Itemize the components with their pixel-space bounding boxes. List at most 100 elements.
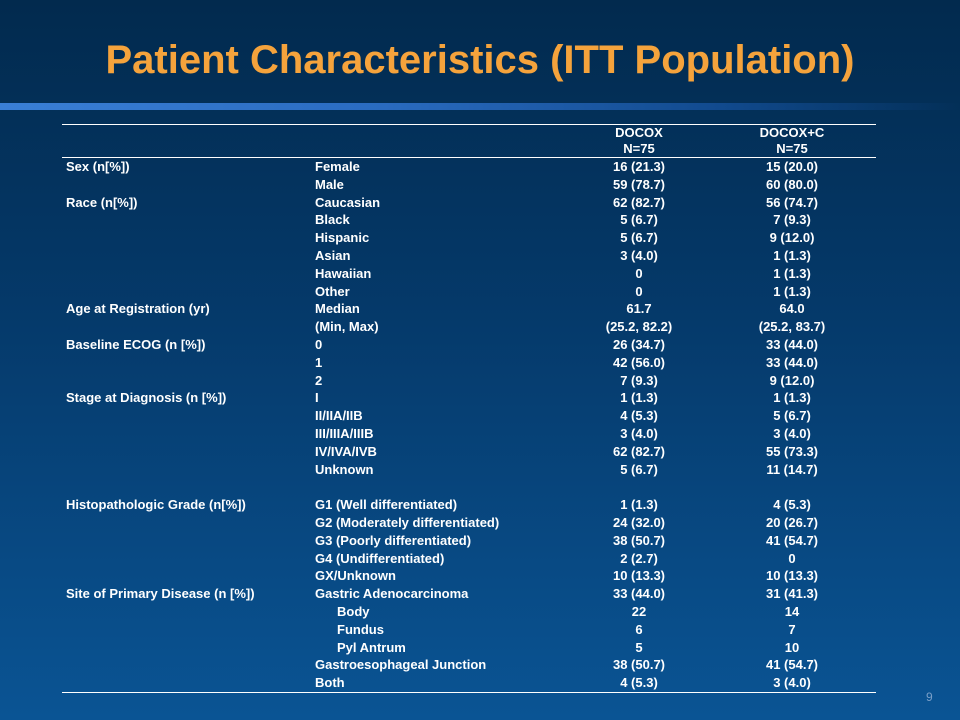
category-cell: Age at Registration (yr)	[66, 301, 210, 317]
table-row: Both 4 (5.3) 3 (4.0)	[62, 674, 876, 693]
docox-c-value-cell: 10 (13.3)	[765, 568, 819, 584]
characteristic-cell: Hawaiian	[315, 265, 372, 281]
characteristic-cell: Caucasian	[315, 194, 381, 210]
table-row: III/IIIA/IIIB 3 (4.0) 3 (4.0)	[62, 425, 876, 443]
docox-c-value-cell: 1 (1.3)	[773, 283, 811, 299]
category-cell	[62, 461, 311, 479]
table-row: GX/Unknown 10 (13.3) 10 (13.3)	[62, 567, 876, 585]
patient-characteristics-table: DOCOX DOCOX+C N=75 N=75 Sex (n[%]) Female…	[62, 124, 876, 693]
category-cell	[62, 318, 311, 336]
characteristic-cell: G3 (Poorly differentiated)	[315, 532, 472, 548]
docox-c-value-cell: 15 (20.0)	[765, 159, 819, 174]
characteristic-cell: Unknown	[315, 461, 374, 477]
category-cell	[62, 176, 311, 194]
docox-value-cell: 22	[631, 603, 647, 619]
characteristic-cell: Hispanic	[315, 230, 370, 246]
docox-value-cell: 5 (6.7)	[620, 461, 658, 477]
docox-value-cell: 33 (44.0)	[612, 586, 666, 602]
characteristic-cell: G4 (Undifferentiated)	[315, 550, 445, 566]
docox-c-value-cell: 55 (73.3)	[765, 443, 819, 459]
table-row: (Min, Max) (25.2, 82.2) (25.2, 83.7)	[62, 318, 876, 336]
table-row: Body 22 14	[62, 603, 876, 621]
docox-c-value-cell	[704, 478, 876, 496]
table-row: G4 (Undifferentiated) 2 (2.7) 0	[62, 550, 876, 568]
docox-c-value-cell: 1 (1.3)	[773, 390, 811, 406]
characteristic-cell: Body	[337, 603, 370, 619]
header-row-n: N=75 N=75	[62, 141, 876, 158]
characteristic-cell	[311, 478, 570, 496]
docox-c-value-cell: 14	[784, 603, 800, 619]
table-row: Male 59 (78.7) 60 (80.0)	[62, 176, 876, 194]
characteristic-cell: 2	[315, 372, 323, 388]
docox-c-value-cell: 31 (41.3)	[765, 586, 819, 602]
characteristic-cell: GX/Unknown	[315, 568, 396, 584]
docox-value-cell: 1 (1.3)	[620, 497, 658, 513]
category-cell: Race (n[%])	[66, 194, 138, 210]
docox-value-cell: 5 (6.7)	[620, 230, 658, 246]
category-cell: Stage at Diagnosis (n [%])	[66, 390, 227, 406]
characteristic-cell: (Min, Max)	[315, 319, 379, 335]
docox-value-cell: 38 (50.7)	[612, 532, 666, 548]
table-row: Stage at Diagnosis (n [%]) I 1 (1.3) 1 (1.3…	[62, 389, 876, 407]
slide-title: Patient Characteristics (ITT Population)	[105, 38, 855, 82]
category-cell	[62, 656, 311, 674]
docox-c-value-cell: 56 (74.7)	[765, 194, 819, 210]
characteristics-table-container: DOCOX DOCOX+C N=75 N=75 Sex (n[%]) Female…	[62, 124, 876, 693]
category-cell	[62, 211, 311, 229]
docox-value-cell: 10 (13.3)	[612, 568, 666, 584]
characteristic-cell: Pyl Antrum	[337, 639, 406, 655]
category-cell	[62, 603, 311, 621]
characteristic-cell: Gastroesophageal Junction	[315, 657, 487, 673]
docox-value-cell: 62 (82.7)	[612, 194, 666, 210]
characteristic-cell: III/IIIA/IIIB	[315, 425, 374, 441]
characteristic-cell: Male	[315, 176, 344, 192]
docox-value-cell: 26 (34.7)	[612, 336, 666, 352]
title-divider	[0, 103, 960, 110]
table-row: 2 7 (9.3) 9 (12.0)	[62, 372, 876, 390]
docox-c-value-cell: 20 (26.7)	[765, 514, 819, 530]
table-row: Fundus 6 7	[62, 621, 876, 639]
docox-value-cell: 0	[635, 265, 643, 281]
docox-c-value-cell: 33 (44.0)	[765, 354, 819, 370]
docox-value-cell: (25.2, 82.2)	[605, 319, 673, 335]
docox-value-cell: 16 (21.3)	[612, 159, 666, 174]
docox-c-value-cell: 60 (80.0)	[765, 176, 819, 192]
table-row: II/IIA/IIB 4 (5.3) 5 (6.7)	[62, 407, 876, 425]
docox-c-value-cell: 5 (6.7)	[773, 408, 811, 424]
category-cell	[62, 443, 311, 461]
category-cell	[62, 550, 311, 568]
table-row: Baseline ECOG (n [%]) 0 26 (34.7) 33 (44.0)	[62, 336, 876, 354]
docox-value-cell	[570, 478, 704, 496]
docox-c-value-cell: 3 (4.0)	[704, 674, 876, 693]
characteristic-cell: Black	[315, 212, 350, 228]
header-row-arm-names: DOCOX DOCOX+C	[62, 124, 876, 141]
docox-value-cell: 5 (6.7)	[620, 212, 658, 228]
characteristic-cell: Female	[315, 159, 360, 174]
docox-c-value-cell: 1 (1.3)	[773, 265, 811, 281]
docox-value-cell: 61.7	[626, 301, 652, 317]
table-row: Histopathologic Grade (n[%]) G1 (Well dif…	[62, 496, 876, 514]
docox-c-value-cell: 3 (4.0)	[773, 425, 811, 441]
docox-value-cell: 1 (1.3)	[620, 390, 658, 406]
page-number: 9	[926, 690, 933, 704]
docox-c-value-cell: 9 (12.0)	[769, 230, 815, 246]
header-docox-c-n: N=75	[704, 141, 876, 158]
docox-c-value-cell: 64.0	[779, 301, 805, 317]
characteristic-cell: G2 (Moderately differentiated)	[315, 514, 500, 530]
characteristic-cell: 1	[315, 354, 323, 370]
docox-value-cell: 3 (4.0)	[620, 425, 658, 441]
category-cell	[62, 283, 311, 301]
category-cell	[62, 425, 311, 443]
table-body: Sex (n[%]) Female 16 (21.3) 15 (20.0) Male 59…	[62, 158, 876, 693]
table-row: Race (n[%]) Caucasian 62 (82.7) 56 (74.7)	[62, 194, 876, 212]
table-row: Gastroesophageal Junction 38 (50.7) 41 (54…	[62, 656, 876, 674]
characteristic-cell: Median	[315, 301, 360, 317]
header-docox: DOCOX	[570, 124, 704, 141]
docox-value-cell: 7 (9.3)	[620, 372, 658, 388]
characteristic-cell: Fundus	[337, 621, 384, 637]
table-row: Pyl Antrum 5 10	[62, 639, 876, 657]
table-row: Black 5 (6.7) 7 (9.3)	[62, 211, 876, 229]
category-cell	[62, 407, 311, 425]
docox-value-cell: 62 (82.7)	[612, 443, 666, 459]
table-row: Sex (n[%]) Female 16 (21.3) 15 (20.0)	[62, 158, 876, 176]
